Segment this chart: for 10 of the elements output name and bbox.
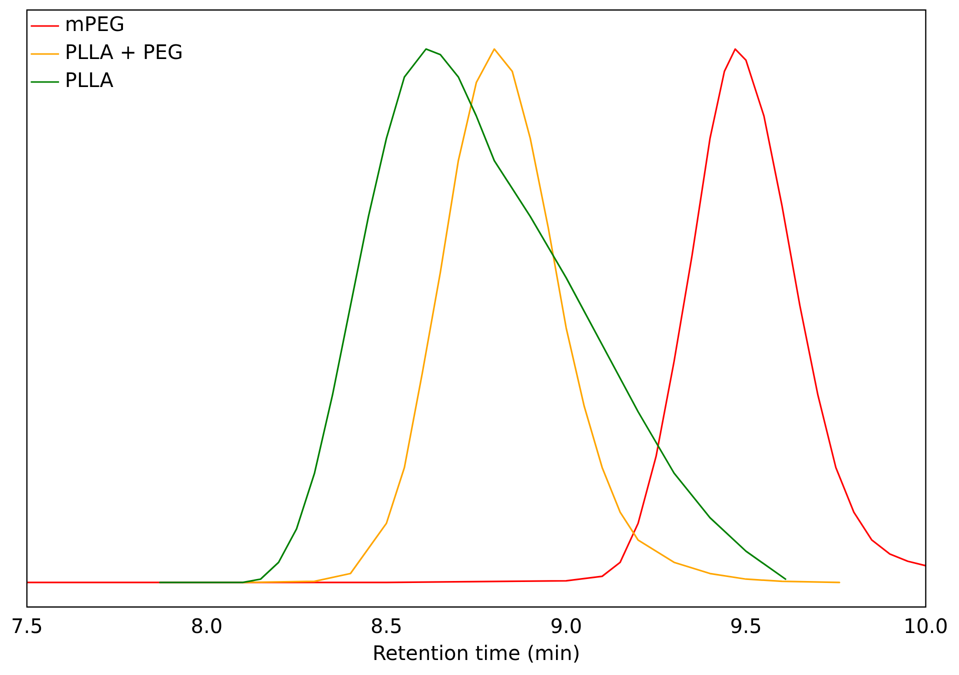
legend-label: PLLA + PEG	[64, 40, 184, 64]
x-tick-label: 9.0	[550, 614, 582, 638]
x-tick-label: 7.5	[10, 614, 43, 638]
x-tick-label: 9.5	[730, 614, 762, 638]
x-axis-title: Retention time (min)	[372, 641, 580, 666]
x-tick-label: 8.0	[190, 614, 223, 638]
x-tick-label: 10.0	[903, 614, 948, 638]
legend-label: PLLA	[64, 68, 114, 92]
legend-label: mPEG	[64, 12, 125, 36]
x-tick-label: 8.5	[370, 614, 402, 638]
